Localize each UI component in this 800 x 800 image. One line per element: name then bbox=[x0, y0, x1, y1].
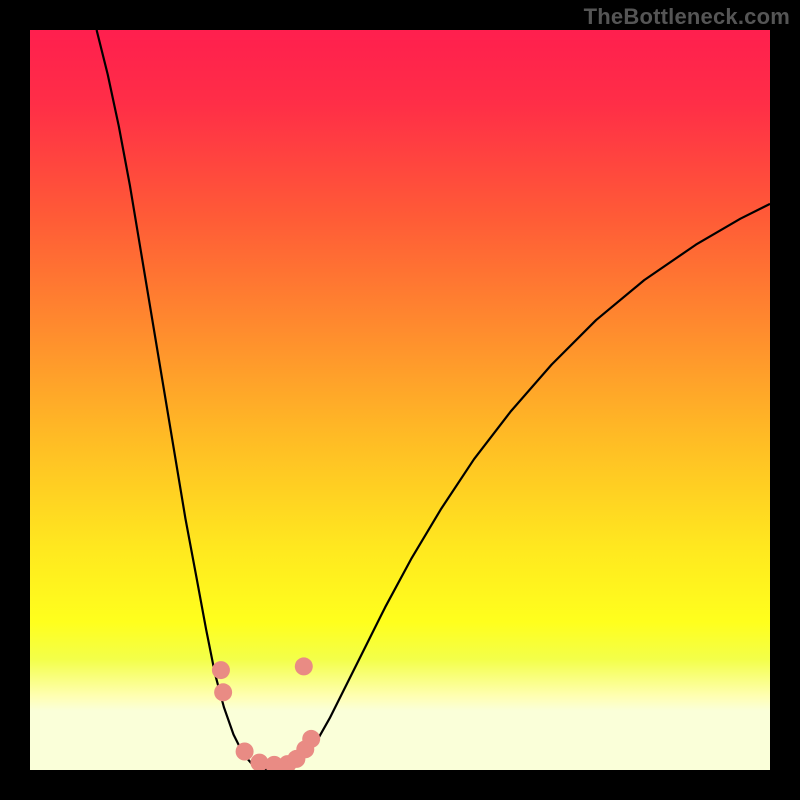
chart-svg-layer bbox=[30, 30, 770, 770]
data-marker bbox=[302, 730, 320, 748]
chart-plot-area bbox=[30, 30, 770, 770]
canvas-frame: TheBottleneck.com bbox=[0, 0, 800, 800]
data-marker bbox=[236, 743, 254, 761]
watermark-text: TheBottleneck.com bbox=[584, 4, 790, 30]
data-marker bbox=[214, 683, 232, 701]
data-marker bbox=[212, 661, 230, 679]
data-marker bbox=[295, 657, 313, 675]
bottleneck-curve bbox=[97, 30, 770, 770]
